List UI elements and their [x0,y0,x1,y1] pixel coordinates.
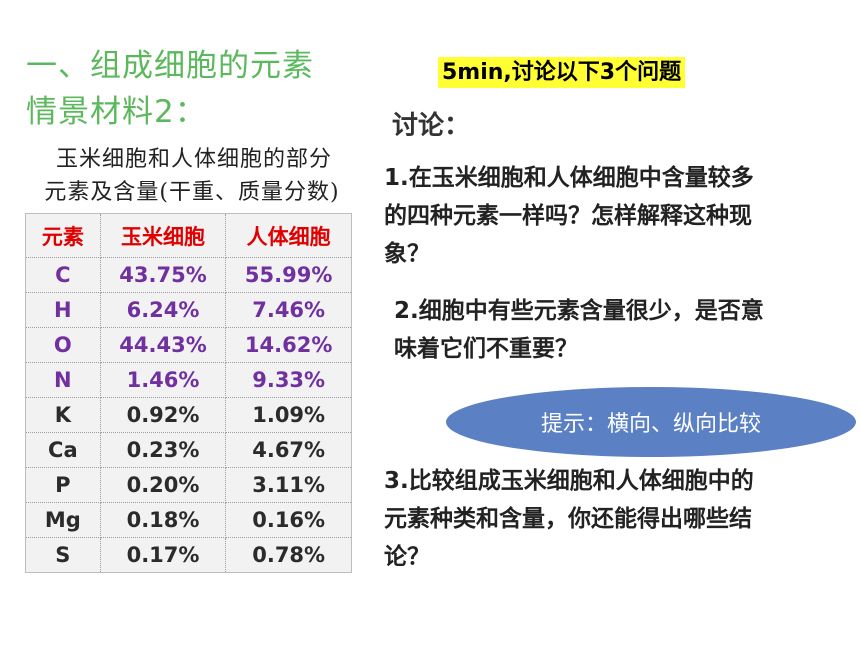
element-symbol: N [25,362,101,398]
table-row: S 0.17% 0.78% [25,537,352,573]
element-symbol: P [25,467,101,503]
hint-bubble: 提示：横向、纵向比较 [446,387,856,457]
section-title: 一、组成细胞的元素 [26,48,314,84]
element-content-table: 元素 玉米细胞 人体细胞 C 43.75% 55.99% H 6.24% 7.4… [25,213,352,573]
corn-value: 0.17% [99,537,227,573]
table-row: K 0.92% 1.09% [25,397,352,433]
table-row: Mg 0.18% 0.16% [25,502,352,538]
table-caption-line1: 玉米细胞和人体细胞的部分 [55,147,332,172]
corn-value: 0.23% [99,432,227,468]
question-1-line: 象？ [384,241,430,267]
question-2-line: 味着它们不重要？ [394,336,578,362]
question-3-line: 论？ [384,544,430,570]
human-value: 7.46% [225,292,352,328]
element-symbol: O [25,327,101,363]
element-symbol: Ca [25,432,101,468]
hint-text: 提示：横向、纵向比较 [540,412,761,437]
human-value: 55.99% [225,257,352,293]
discussion-label: 讨论： [392,111,471,141]
table-header-row: 元素 玉米细胞 人体细胞 [25,213,352,258]
corn-value: 1.46% [99,362,227,398]
header-corn-cell: 玉米细胞 [99,213,227,258]
human-value: 0.16% [225,502,352,538]
human-value: 3.11% [225,467,352,503]
element-symbol: H [25,292,101,328]
table-row: C 43.75% 55.99% [25,257,352,293]
corn-value: 43.75% [99,257,227,293]
corn-value: 0.18% [99,502,227,538]
scenario-title: 情景材料2： [26,94,207,130]
table-row: N 1.46% 9.33% [25,362,352,398]
element-symbol: Mg [25,502,101,538]
question-3: 3.比较组成玉米细胞和人体细胞中的 元素种类和含量，你还能得出哪些结 论？ [384,462,754,576]
table-caption-line2: 元素及含量(干重、质量分数) [44,180,340,205]
header-element: 元素 [25,213,101,258]
corn-value: 6.24% [99,292,227,328]
header-human-cell: 人体细胞 [225,213,352,258]
table-row: H 6.24% 7.46% [25,292,352,328]
human-value: 1.09% [225,397,352,433]
table-row: O 44.43% 14.62% [25,327,352,363]
corn-value: 0.20% [99,467,227,503]
human-value: 4.67% [225,432,352,468]
element-symbol: K [25,397,101,433]
time-badge: 5min,讨论以下3个问题 [438,57,686,88]
question-1-line: 1.在玉米细胞和人体细胞中含量较多 [384,165,754,191]
question-1: 1.在玉米细胞和人体细胞中含量较多 的四种元素一样吗？怎样解释这种现 象？ [384,159,754,273]
human-value: 14.62% [225,327,352,363]
element-symbol: C [25,257,101,293]
human-value: 9.33% [225,362,352,398]
question-3-line: 元素种类和含量，你还能得出哪些结 [384,506,752,532]
corn-value: 44.43% [99,327,227,363]
question-2-line: 2.细胞中有些元素含量很少，是否意 [394,298,764,324]
corn-value: 0.92% [99,397,227,433]
question-3-line: 3.比较组成玉米细胞和人体细胞中的 [384,468,754,494]
question-1-line: 的四种元素一样吗？怎样解释这种现 [384,203,752,229]
element-symbol: S [25,537,101,573]
table-row: P 0.20% 3.11% [25,467,352,503]
human-value: 0.78% [225,537,352,573]
table-row: Ca 0.23% 4.67% [25,432,352,468]
question-2: 2.细胞中有些元素含量很少，是否意 味着它们不重要？ [394,292,764,368]
